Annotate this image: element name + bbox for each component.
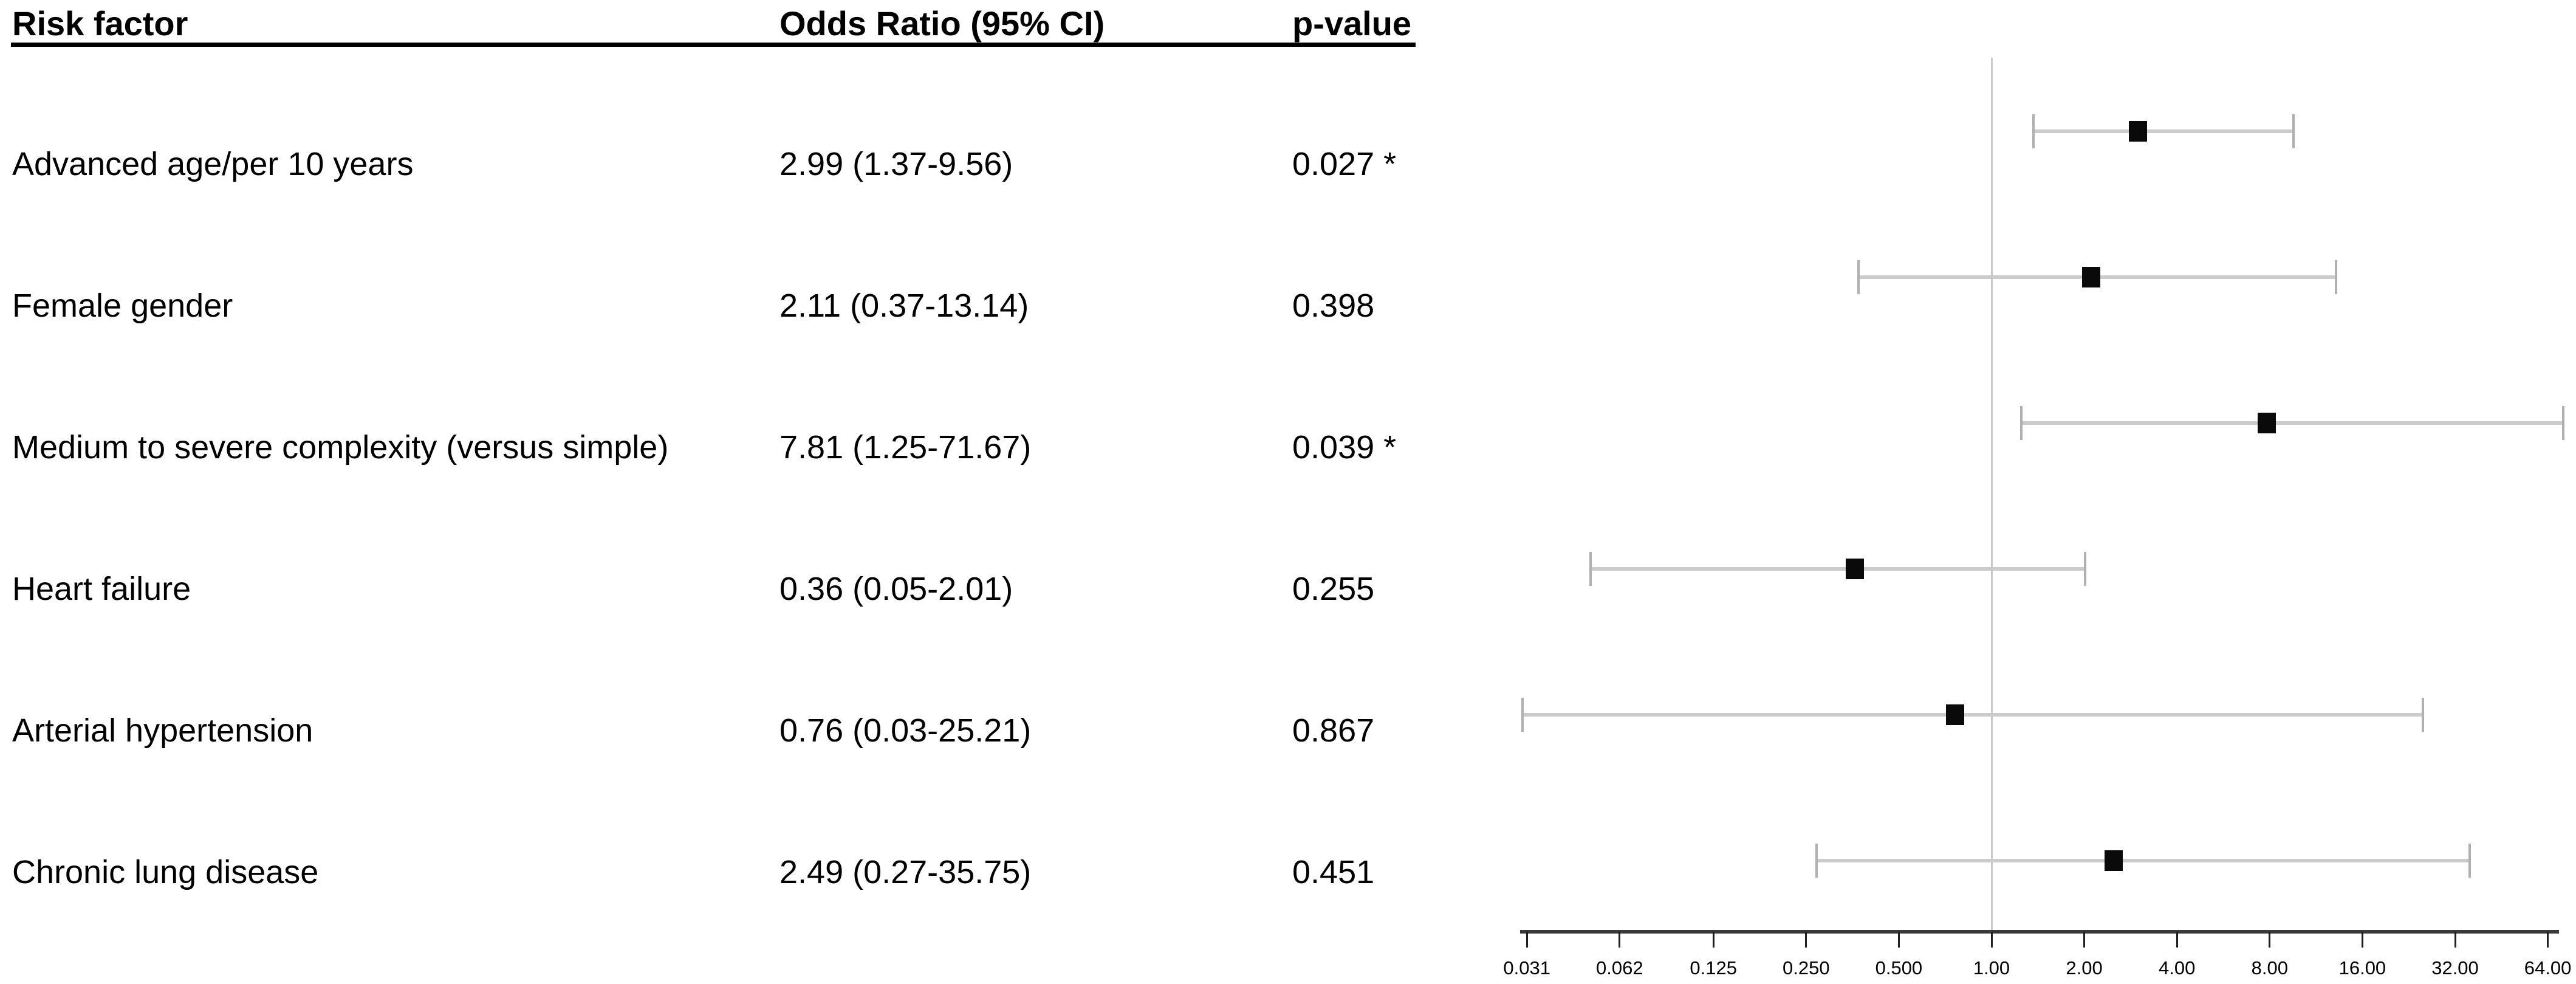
- risk-factor-header: Risk factor: [12, 4, 188, 43]
- odds-ratio-cell: 7.81 (1.25-71.67): [779, 429, 1032, 466]
- risk-factor-cell: Heart failure: [12, 571, 191, 607]
- odds-ratio-header: Odds Ratio (95% CI): [779, 4, 1105, 43]
- risk-table: Risk factor Odds Ratio (95% CI) p-value …: [11, 4, 1416, 890]
- or-marker: [2257, 413, 2276, 433]
- p-value-cell: 0.451: [1292, 854, 1375, 890]
- ci-whisker: [2021, 421, 2563, 425]
- axis-tick-label: 16.00: [2338, 957, 2386, 979]
- axis-tick-label: 0.031: [1503, 957, 1551, 979]
- odds-ratio-cell: 2.99 (1.37-9.56): [779, 146, 1013, 182]
- odds-ratio-cell: 0.76 (0.03-25.21): [779, 712, 1032, 749]
- ci-cap-right: [2292, 114, 2295, 148]
- ci-cap-left: [1815, 844, 1818, 878]
- header-rule: [11, 43, 1416, 47]
- axis-tick-label: 0.500: [1875, 957, 1923, 979]
- p-value-cell: 0.867: [1292, 712, 1375, 749]
- axis-tick: [2547, 932, 2549, 948]
- axis-tick: [1805, 932, 1807, 948]
- ci-cap-right: [2561, 406, 2564, 440]
- ci-whisker: [1523, 713, 2424, 717]
- risk-factor-cell: Arterial hypertension: [12, 712, 313, 749]
- risk-factor-cell: Chronic lung disease: [12, 854, 319, 890]
- or-marker: [2082, 267, 2101, 287]
- axis-tick-label: 8.00: [2251, 957, 2288, 979]
- axis-tick: [2269, 932, 2271, 948]
- p-value-cell: 0.255: [1292, 571, 1375, 607]
- ci-cap-left: [1857, 260, 1860, 294]
- axis-tick: [1619, 932, 1621, 948]
- ci-whisker: [1816, 859, 2470, 862]
- axis-tick: [1526, 932, 1528, 948]
- risk-factor-cell: Advanced age/per 10 years: [12, 146, 414, 182]
- axis-tick: [1990, 932, 1993, 948]
- risk-factor-cell: Female gender: [12, 287, 233, 324]
- p-value-cell: 0.398: [1292, 287, 1375, 324]
- or-marker: [1846, 559, 1865, 579]
- ci-cap-left: [2020, 406, 2023, 440]
- p-value-cell: 0.027 *: [1292, 146, 1397, 182]
- ci-whisker: [2033, 129, 2293, 133]
- axis-tick: [2176, 932, 2178, 948]
- ci-cap-right: [2335, 260, 2338, 294]
- axis-tick-label: 4.00: [2159, 957, 2196, 979]
- or-marker: [1945, 704, 1964, 725]
- ci-whisker: [1591, 567, 2085, 571]
- axis-tick-label: 0.125: [1690, 957, 1737, 979]
- axis-tick-label: 1.00: [1973, 957, 2010, 979]
- ci-cap-right: [2083, 552, 2086, 586]
- p-value-header: p-value: [1292, 4, 1412, 43]
- x-axis-line: [1520, 930, 2559, 934]
- odds-ratio-cell: 2.49 (0.27-35.75): [779, 854, 1032, 890]
- p-value-cell: 0.039 *: [1292, 429, 1397, 466]
- ci-cap-left: [1521, 698, 1524, 732]
- axis-tick-label: 0.250: [1783, 957, 1830, 979]
- or-marker: [2104, 850, 2123, 871]
- ci-cap-right: [2422, 698, 2425, 732]
- plot-reference-line: [1990, 58, 1993, 932]
- axis-tick: [1897, 932, 1900, 948]
- axis-tick-label: 64.00: [2524, 957, 2572, 979]
- axis-tick-label: 32.00: [2431, 957, 2479, 979]
- ci-cap-right: [2468, 844, 2472, 878]
- odds-ratio-cell: 0.36 (0.05-2.01): [779, 571, 1013, 607]
- odds-ratio-cell: 2.11 (0.37-13.14): [779, 287, 1029, 324]
- axis-tick: [1712, 932, 1714, 948]
- ci-cap-left: [1589, 552, 1592, 586]
- risk-factor-cell: Medium to severe complexity (versus simp…: [12, 429, 669, 466]
- axis-tick-label: 2.00: [2066, 957, 2103, 979]
- axis-tick: [2361, 932, 2363, 948]
- or-marker: [2129, 121, 2148, 142]
- ci-cap-left: [2032, 114, 2035, 148]
- axis-tick: [2083, 932, 2086, 948]
- axis-tick-label: 0.062: [1596, 957, 1643, 979]
- axis-tick: [2454, 932, 2456, 948]
